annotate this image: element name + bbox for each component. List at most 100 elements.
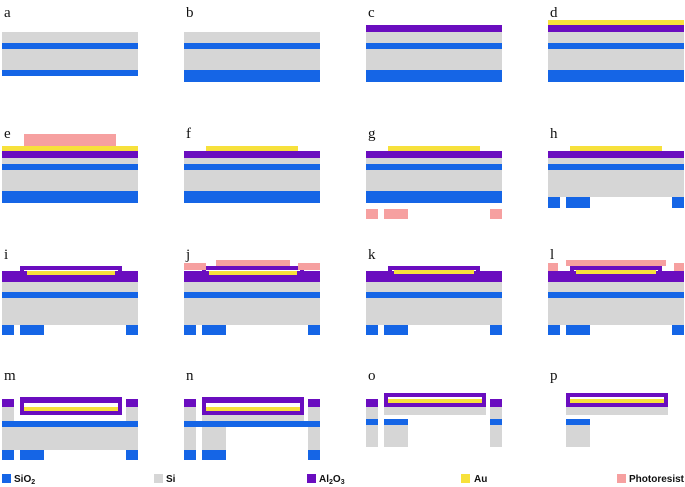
bottom-oxide-pad [20, 450, 44, 460]
panel-label-a: a [4, 5, 11, 21]
al2o3-pad [126, 399, 138, 407]
al2o3-bottom [570, 403, 664, 407]
al2o3-layer [548, 25, 684, 32]
si-pillar [566, 425, 590, 447]
panel-i: i [2, 247, 138, 335]
buried-oxide-layer [366, 419, 378, 425]
al2o3-pad [2, 399, 14, 407]
photoresist-pad [366, 209, 378, 219]
bottom-oxide-pad [308, 325, 320, 335]
bottom-oxide-layer [366, 70, 502, 82]
buried-oxide-layer [366, 43, 502, 49]
al2o3-bottom [24, 411, 118, 415]
buried-oxide-layer [2, 421, 138, 427]
panel-e: e [2, 126, 138, 203]
si-layer [2, 32, 138, 76]
photoresist-pattern [548, 263, 558, 271]
panel-label-e: e [4, 126, 11, 142]
legend-swatch-sio2 [2, 474, 11, 483]
al2o3-wall [384, 393, 388, 407]
panel-n: n [184, 368, 320, 460]
al2o3-wall [300, 266, 304, 276]
panel-label-b: b [186, 5, 194, 21]
bottom-oxide-pad [202, 450, 226, 460]
al2o3-pad [366, 399, 378, 407]
au-layer [2, 146, 138, 151]
buried-oxide-layer [2, 292, 138, 298]
si-layer [366, 282, 502, 325]
al2o3-cap [202, 266, 304, 270]
panel-m: m [2, 368, 138, 460]
buried-oxide-layer [2, 43, 138, 49]
panel-f: f [184, 126, 320, 203]
bottom-oxide-layer [2, 191, 138, 203]
panel-a: a [2, 5, 138, 76]
bottom-oxide-pad [366, 325, 378, 335]
al2o3-bottom [388, 403, 482, 407]
bottom-oxide-pad [2, 325, 14, 335]
buried-oxide-layer [548, 43, 684, 49]
si-layer [548, 282, 684, 325]
al2o3-layer [184, 271, 320, 282]
buried-oxide-layer [184, 292, 320, 298]
bottom-oxide-pad [672, 197, 684, 208]
panel-label-g: g [368, 126, 376, 142]
photoresist-pattern [566, 260, 666, 266]
photoresist-pattern [674, 263, 684, 271]
bottom-oxide-pad [126, 450, 138, 460]
legend-swatch-au [461, 474, 470, 483]
al2o3-pad [184, 399, 196, 407]
si-layer [2, 282, 138, 325]
al2o3-wall [118, 397, 122, 415]
panel-g: g [366, 126, 502, 219]
panel-c: c [366, 5, 502, 82]
au-electrode [206, 407, 300, 411]
al2o3-wall [664, 393, 668, 407]
panel-o: o [366, 368, 502, 447]
bottom-oxide-layer [184, 70, 320, 82]
panel-label-i: i [4, 247, 8, 263]
panel-label-p: p [550, 368, 558, 384]
panels-layer: a b c d e f g h i j k l m n o p [2, 5, 684, 460]
al2o3-cap [202, 397, 304, 403]
al2o3-cap [384, 393, 486, 397]
buried-oxide-layer [184, 164, 320, 170]
bottom-oxide-pad [490, 325, 502, 335]
legend-label-al2o3: Al2O3 [319, 474, 345, 486]
al2o3-layer [548, 151, 684, 158]
panel-label-n: n [186, 368, 194, 384]
panel-l: l [548, 247, 684, 335]
al2o3-cap [388, 266, 480, 270]
buried-oxide-layer [2, 164, 138, 170]
photoresist-pattern [216, 260, 290, 266]
bottom-oxide-pad [566, 325, 590, 335]
si-layer [202, 415, 304, 421]
au-electrode [576, 270, 656, 274]
al2o3-layer [184, 151, 320, 158]
bottom-oxide-pad [548, 325, 560, 335]
al2o3-wall [20, 397, 24, 415]
photoresist-pad [384, 209, 408, 219]
si-pillar [366, 407, 378, 447]
al2o3-wall [570, 266, 574, 274]
photoresist-pad [490, 209, 502, 219]
panel-label-k: k [368, 247, 376, 263]
buried-oxide-layer [366, 164, 502, 170]
buried-oxide-layer [566, 419, 590, 425]
bottom-oxide-pad [2, 450, 14, 460]
al2o3-wall [658, 266, 662, 274]
panel-label-j: j [185, 247, 190, 263]
al2o3-layer [366, 271, 502, 282]
buried-oxide-layer [184, 43, 320, 49]
bottom-oxide-pad [126, 325, 138, 335]
panel-d: d [548, 5, 684, 82]
buried-oxide-layer [548, 164, 684, 170]
au-electrode [570, 399, 664, 403]
panel-label-d: d [550, 5, 558, 21]
al2o3-cap [20, 266, 122, 270]
al2o3-wall [202, 397, 206, 415]
al2o3-wall [482, 393, 486, 407]
bottom-oxide-layer [548, 70, 684, 82]
au-electrode [27, 271, 115, 275]
